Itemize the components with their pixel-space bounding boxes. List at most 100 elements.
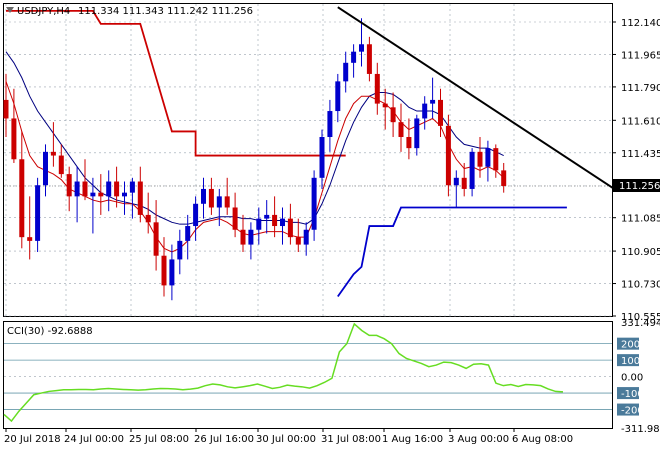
ohlc-label: 111.334 111.343 111.242 111.256 xyxy=(78,6,253,17)
candle-bear xyxy=(398,122,404,138)
candle-bull xyxy=(453,177,459,186)
cci-level-tag xyxy=(617,354,639,367)
candle-bear xyxy=(406,137,412,149)
candle-bear xyxy=(438,99,443,126)
price-tick-label: 111.435 xyxy=(621,149,660,160)
candle-bull xyxy=(351,51,357,63)
price-tick-label: 110.730 xyxy=(621,280,660,291)
candle-bear xyxy=(272,214,278,227)
cci-grid xyxy=(4,343,612,410)
candle-bull xyxy=(303,229,309,245)
candle-bull xyxy=(335,81,341,112)
candle-bear xyxy=(366,44,372,74)
current-price-tag: 111.256 xyxy=(613,179,660,192)
candle-bull xyxy=(311,177,317,230)
candle-bear xyxy=(66,174,72,197)
candle-bull xyxy=(422,103,428,119)
candle-bear xyxy=(493,148,499,171)
candle-bull xyxy=(469,151,475,189)
candle-bear xyxy=(240,229,246,245)
ma-fast-line xyxy=(5,81,505,253)
candle-bull xyxy=(129,181,135,193)
candle-bull xyxy=(430,99,436,104)
cci-tick-label: 100 xyxy=(621,356,640,367)
cci-tick-label: -100 xyxy=(621,389,644,400)
cci-panel xyxy=(3,321,613,429)
candle-bear xyxy=(295,237,301,245)
cci-level-tag xyxy=(617,387,639,400)
candle-bear xyxy=(50,151,56,156)
price-grid xyxy=(4,4,612,428)
candle-bear xyxy=(58,155,64,175)
candle-bull xyxy=(90,192,96,197)
candle-bear xyxy=(11,118,17,160)
cci-tick-label: -311.9848 xyxy=(621,424,660,435)
cci-tick-label: -200 xyxy=(621,406,644,417)
candle-bear xyxy=(82,181,88,197)
price-tick-label: 110.555 xyxy=(621,312,660,323)
ma-slow-line xyxy=(5,51,504,225)
candle-bear xyxy=(501,170,507,186)
cci-tick-label: 200 xyxy=(621,340,640,351)
x-axis: 20 Jul 2018 24 Jul 00:00 25 Jul 08:00 26 Ju… xyxy=(4,428,573,445)
candle-bull xyxy=(35,185,41,241)
candle-bear xyxy=(382,103,388,108)
x-tick-label: 26 Jul 16:00 xyxy=(194,434,254,445)
x-tick-label: 31 Jul 08:00 xyxy=(321,434,381,445)
candle-bull xyxy=(264,214,270,219)
candle-bull xyxy=(201,188,206,204)
candle-bear xyxy=(3,99,9,119)
price-tick-label: 111.610 xyxy=(621,116,660,127)
candle-bull xyxy=(248,229,254,245)
price-tick-label: 111.965 xyxy=(621,50,660,61)
candle-bear xyxy=(161,255,167,286)
price-y-axis: 112.140 111.965 111.790 111.610 111.435 111.0… xyxy=(612,18,660,323)
ichimoku-blue-line xyxy=(337,206,567,298)
candle-bear xyxy=(145,214,151,223)
cci-line xyxy=(3,322,564,423)
cci-level-tag xyxy=(617,337,639,350)
price-tick-label: 111.085 xyxy=(621,214,660,225)
candle-bull xyxy=(185,226,191,241)
candle-bull xyxy=(216,196,222,208)
candle-bear xyxy=(137,181,143,215)
candle-bear xyxy=(224,196,230,208)
candle-bull xyxy=(256,218,262,230)
candle-bull xyxy=(177,240,183,260)
candle-bear xyxy=(27,237,33,241)
candle-bear xyxy=(19,159,25,238)
price-panel xyxy=(3,3,613,317)
price-tick-label: 111.790 xyxy=(621,83,660,94)
candle-bear xyxy=(477,151,483,167)
price-tag-box xyxy=(613,179,660,192)
x-tick-label: 3 Aug 00:00 xyxy=(448,434,509,445)
candle-bear xyxy=(153,222,159,256)
candle-bear xyxy=(445,125,451,186)
candle-bull xyxy=(193,203,199,227)
price-marks xyxy=(3,6,615,301)
candle-bear xyxy=(287,218,293,238)
candle-bear xyxy=(390,107,396,123)
candle-bear xyxy=(208,188,214,208)
candle-bull xyxy=(169,259,175,286)
candle-bull xyxy=(327,111,333,138)
price-tag-text: 111.256 xyxy=(619,181,660,192)
x-tick-label: 24 Jul 00:00 xyxy=(64,434,124,445)
ichimoku-red-line xyxy=(6,9,346,157)
candle-bull xyxy=(359,44,364,52)
cci-tick-label: 0.00 xyxy=(621,373,643,384)
candle-bull xyxy=(319,137,325,178)
candle-bear xyxy=(374,73,380,104)
symbol-label: USDJPY,H4 xyxy=(17,6,70,17)
cci-level-tag xyxy=(617,403,639,416)
cci-marks xyxy=(3,322,564,423)
candle-bull xyxy=(106,181,112,197)
candle-bull xyxy=(414,118,420,149)
candle-bull xyxy=(122,192,127,197)
x-tick-label: 1 Aug 16:00 xyxy=(382,434,443,445)
price-tick-label: 112.140 xyxy=(621,18,660,29)
candle-bull xyxy=(343,62,349,82)
cci-label: CCI(30) -92.6888 xyxy=(7,326,93,337)
